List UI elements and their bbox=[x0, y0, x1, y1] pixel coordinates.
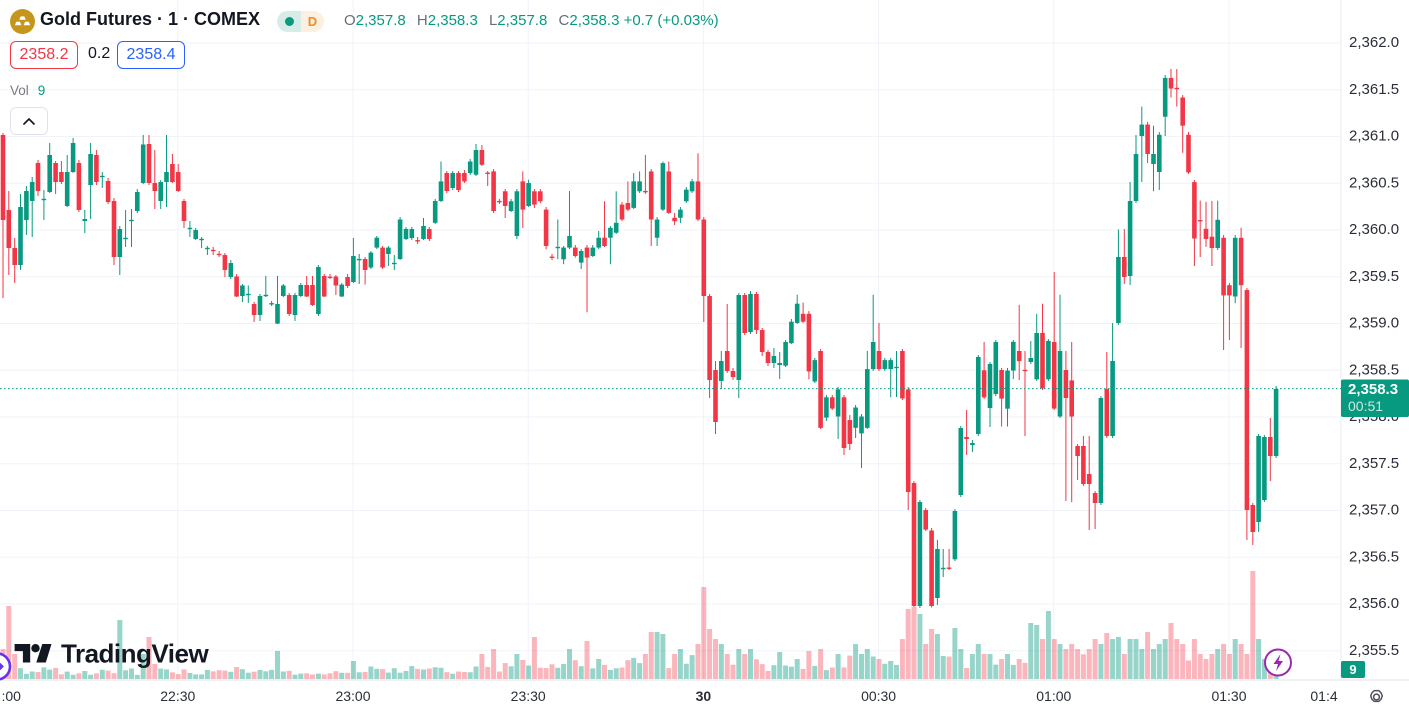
svg-text:2,361.5: 2,361.5 bbox=[1349, 81, 1399, 98]
svg-text:01:4: 01:4 bbox=[1310, 688, 1337, 704]
svg-text:2,358.5: 2,358.5 bbox=[1349, 361, 1399, 378]
svg-text:22:30: 22:30 bbox=[160, 688, 195, 704]
svg-text:00:30: 00:30 bbox=[861, 688, 896, 704]
svg-text:30: 30 bbox=[696, 688, 712, 704]
svg-text:01:30: 01:30 bbox=[1211, 688, 1246, 704]
svg-text:23:30: 23:30 bbox=[511, 688, 546, 704]
svg-text:2,360.0: 2,360.0 bbox=[1349, 221, 1399, 238]
svg-text:2,355.5: 2,355.5 bbox=[1349, 642, 1399, 659]
svg-text:2,359.0: 2,359.0 bbox=[1349, 315, 1399, 332]
svg-text:TradingView: TradingView bbox=[61, 639, 209, 669]
svg-text:2,357.5: 2,357.5 bbox=[1349, 455, 1399, 472]
svg-text::00: :00 bbox=[2, 688, 22, 704]
svg-text:2,358.3: 2,358.3 bbox=[1348, 381, 1398, 398]
svg-text:2,359.5: 2,359.5 bbox=[1349, 268, 1399, 285]
svg-text:01:00: 01:00 bbox=[1036, 688, 1071, 704]
svg-text:2,361.0: 2,361.0 bbox=[1349, 128, 1399, 145]
svg-text:2,362.0: 2,362.0 bbox=[1349, 34, 1399, 51]
svg-text:2,360.5: 2,360.5 bbox=[1349, 174, 1399, 191]
svg-text:2,356.5: 2,356.5 bbox=[1349, 549, 1399, 566]
svg-text:9: 9 bbox=[1349, 662, 1356, 677]
svg-text:23:00: 23:00 bbox=[335, 688, 370, 704]
svg-text:00:51: 00:51 bbox=[1348, 398, 1383, 414]
svg-text:2,356.0: 2,356.0 bbox=[1349, 595, 1399, 612]
svg-text:2,357.0: 2,357.0 bbox=[1349, 502, 1399, 519]
